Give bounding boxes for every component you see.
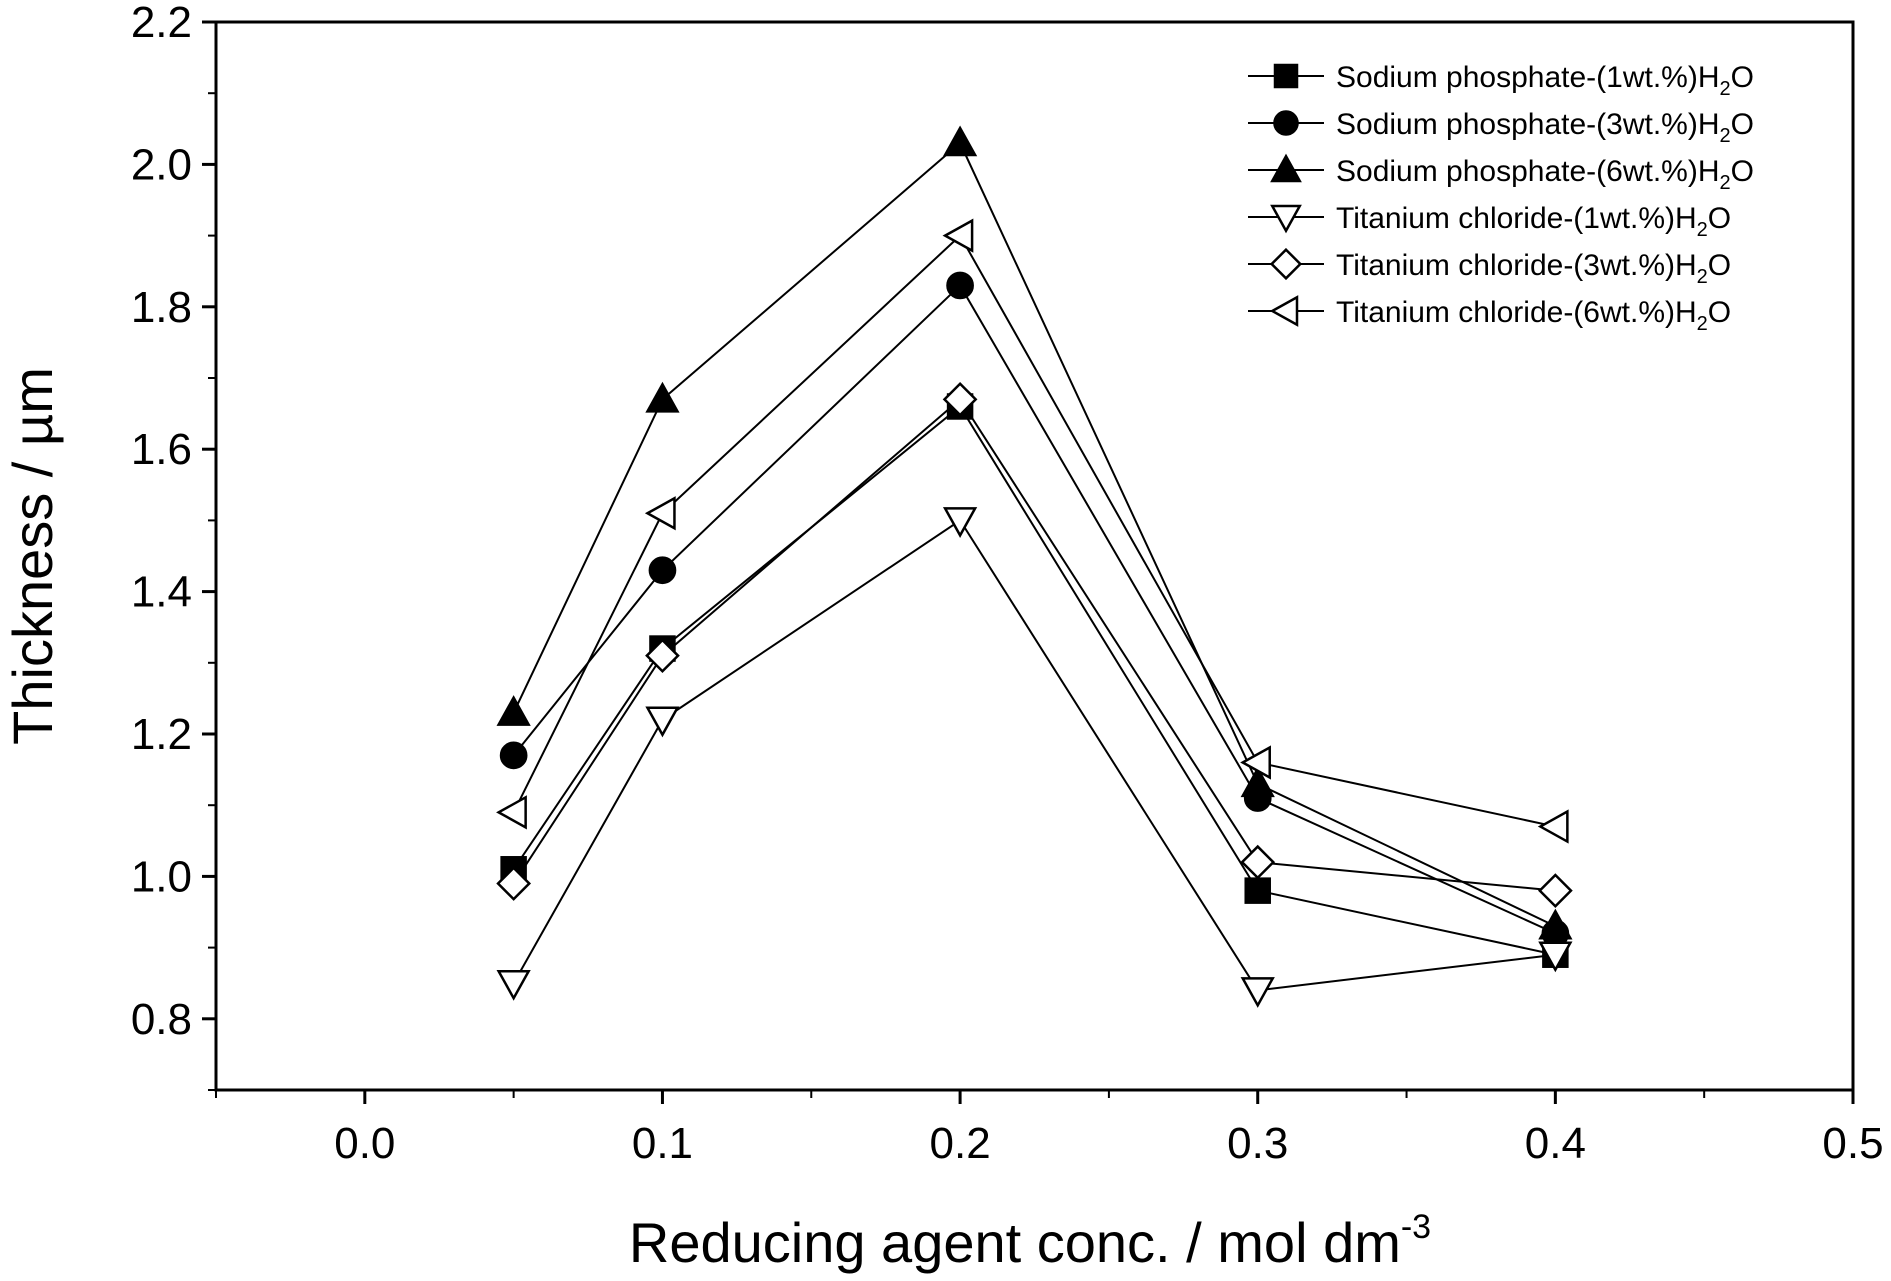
- series-line: [512, 518, 1556, 992]
- x-tick-label: 0.5: [1822, 1119, 1883, 1168]
- legend-label-sub: 2: [1697, 266, 1708, 288]
- triangle-up-marker: [496, 695, 531, 726]
- legend-item: Titanium chloride-(6wt.%)H2O: [1248, 295, 1731, 335]
- legend-label: Titanium chloride-(3wt.%)H2O: [1336, 249, 1731, 288]
- legend-label: Sodium phosphate-(3wt.%)H2O: [1336, 108, 1754, 147]
- triangle-left-marker: [1269, 295, 1299, 327]
- diamond-marker: [942, 381, 978, 417]
- legend-label-sub: 2: [1697, 219, 1708, 241]
- legend-label-suffix: O: [1731, 61, 1754, 94]
- y-tick-label: 1.6: [131, 425, 192, 474]
- triangle-up-marker: [1240, 766, 1275, 798]
- series-5: [496, 381, 1573, 909]
- circle-marker: [1273, 110, 1299, 136]
- series-6: [496, 218, 1569, 844]
- circle-marker: [648, 556, 677, 585]
- y-axis-title: Thickness / µm: [1, 367, 64, 745]
- series-1: [500, 393, 1569, 968]
- triangle-up-marker: [1538, 908, 1573, 940]
- y-tick-label: 0.8: [131, 995, 192, 1044]
- legend-label: Titanium chloride-(1wt.%)H2O: [1336, 202, 1731, 241]
- circle-marker: [946, 271, 974, 300]
- legend-label-suffix: O: [1708, 249, 1731, 282]
- triangle-up-marker: [942, 125, 978, 157]
- legend-label-name: Titanium chloride-(3wt.%)H: [1336, 249, 1697, 282]
- legend-label-sub: 2: [1720, 78, 1731, 100]
- legend-label-name: Titanium chloride-(6wt.%)H: [1336, 296, 1697, 329]
- y-tick-label: 1.4: [131, 568, 192, 617]
- triangle-down-marker: [1538, 941, 1573, 973]
- legend-label: Titanium chloride-(6wt.%)H2O: [1336, 296, 1731, 335]
- x-tick-label: 0.4: [1525, 1119, 1586, 1168]
- square-marker: [1244, 877, 1271, 904]
- legend-item: Titanium chloride-(3wt.%)H2O: [1248, 247, 1731, 288]
- y-tick-label: 1.0: [131, 852, 192, 901]
- series-4: [496, 507, 1573, 1008]
- legend-label-suffix: O: [1708, 202, 1731, 235]
- diamond-marker: [645, 638, 680, 674]
- legend-label-suffix: O: [1731, 155, 1754, 188]
- x-tick-label: 0.2: [930, 1119, 991, 1168]
- x-tick-label: 0.1: [632, 1119, 693, 1168]
- legend-item: Sodium phosphate-(1wt.%)H2O: [1248, 61, 1754, 100]
- y-tick-label: 1.8: [131, 283, 192, 332]
- y-tick-label: 2.0: [131, 140, 192, 189]
- series-line: [512, 404, 1556, 956]
- legend-item: Sodium phosphate-(3wt.%)H2O: [1248, 108, 1754, 147]
- y-tick-label: 2.2: [131, 0, 192, 47]
- triangle-left-marker: [942, 218, 974, 253]
- legend-label-name: Titanium chloride-(1wt.%)H: [1336, 202, 1697, 235]
- triangle-left-marker: [1240, 745, 1271, 780]
- triangle-down-marker: [1270, 204, 1302, 234]
- legend-label-sub: 2: [1720, 125, 1731, 147]
- square-marker: [1273, 63, 1299, 89]
- series-line: [512, 283, 1556, 935]
- triangle-up-marker: [645, 381, 680, 413]
- x-tick-label: 0.0: [334, 1119, 395, 1168]
- legend-label-sub: 2: [1697, 313, 1708, 335]
- series-3: [496, 125, 1573, 940]
- triangle-down-marker: [496, 969, 531, 1001]
- legend-label-name: Sodium phosphate-(3wt.%)H: [1336, 108, 1720, 141]
- triangle-left-marker: [1537, 809, 1569, 844]
- legend-label-sub: 2: [1720, 172, 1731, 194]
- legend-label-name: Sodium phosphate-(1wt.%)H: [1336, 61, 1720, 94]
- triangle-down-marker: [645, 706, 680, 738]
- legend-item: Sodium phosphate-(6wt.%)H2O: [1248, 153, 1754, 194]
- series-layer: [496, 125, 1573, 1008]
- x-tick-label: 0.3: [1227, 1119, 1288, 1168]
- triangle-down-marker: [942, 507, 978, 538]
- y-tick-label: 1.2: [131, 710, 192, 759]
- triangle-up-marker: [1270, 153, 1302, 183]
- series-2: [499, 271, 1570, 948]
- triangle-left-marker: [644, 496, 676, 531]
- legend-label: Sodium phosphate-(1wt.%)H2O: [1336, 61, 1754, 100]
- legend-label: Sodium phosphate-(6wt.%)H2O: [1336, 155, 1754, 194]
- circle-marker: [499, 741, 528, 770]
- diamond-marker: [1269, 247, 1303, 281]
- axis-ticks: 0.0 0.1 0.2 0.3 0.4 0.5 0.8 1.0 1.2 1.4 1.6 1.8 2.0 2…: [131, 0, 1884, 1168]
- diamond-marker: [1537, 873, 1573, 909]
- diamond-marker: [496, 866, 532, 901]
- legend-label-name: Sodium phosphate-(6wt.%)H: [1336, 155, 1720, 188]
- triangle-down-marker: [1240, 977, 1275, 1008]
- plot-frame: [214, 20, 1855, 1092]
- legend-label-suffix: O: [1708, 296, 1731, 329]
- x-axis-title: Reducing agent conc. / mol dm-3: [629, 1208, 1431, 1274]
- diamond-marker: [1240, 844, 1276, 880]
- triangle-left-marker: [496, 795, 527, 830]
- legend-item: Titanium chloride-(1wt.%)H2O: [1248, 202, 1731, 241]
- legend-label-suffix: O: [1731, 108, 1754, 141]
